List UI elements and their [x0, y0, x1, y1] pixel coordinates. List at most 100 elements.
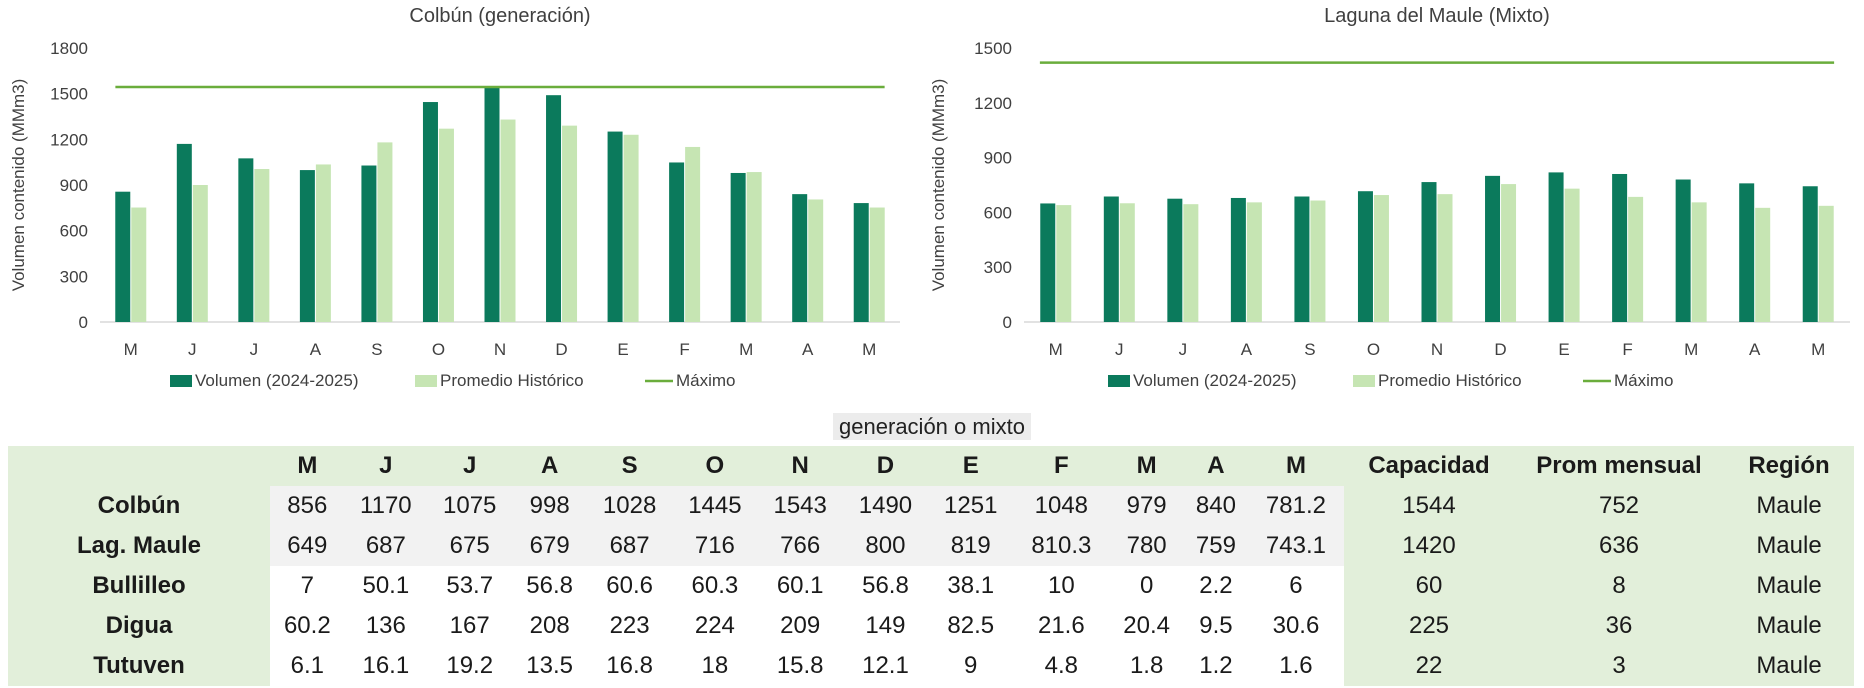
month-value: 7: [270, 566, 345, 606]
month-value: 1.8: [1109, 646, 1184, 686]
month-value: 1251: [928, 486, 1014, 526]
table-body: Colbún 856 1170 1075 998 1028 1445 1543 1490 1251…: [8, 486, 1854, 686]
bar-promedio: [438, 128, 454, 322]
y-tick-label: 600: [60, 222, 88, 241]
month-value: 10: [1013, 566, 1110, 606]
bar-promedio: [685, 146, 701, 322]
x-tick-label: D: [1494, 340, 1506, 359]
bar-promedio: [1246, 202, 1262, 322]
month-header: S: [586, 446, 673, 486]
x-tick-label: A: [1749, 340, 1761, 359]
data-table: M J J A S O N D E F M A M Capacidad Prom mensual Región…: [8, 446, 1854, 686]
month-header: E: [928, 446, 1014, 486]
month-value: 209: [757, 606, 843, 646]
bar-volumen: [484, 87, 500, 322]
bar-volumen: [1548, 172, 1564, 322]
bar-promedio: [1119, 203, 1135, 322]
month-header: J: [344, 446, 428, 486]
month-value: 856: [270, 486, 345, 526]
month-value: 20.4: [1109, 606, 1184, 646]
x-tick-label: A: [1241, 340, 1253, 359]
month-value: 1543: [757, 486, 843, 526]
bar-promedio: [1628, 196, 1644, 322]
chart-colbun-svg: Colbún (generación) 0 300 600 900 1200 1500 180…: [9, 5, 900, 390]
month-value: 9: [928, 646, 1014, 686]
y-tick-label: 1200: [974, 94, 1012, 113]
capacidad-value: 60: [1344, 566, 1514, 606]
month-value: 6: [1247, 566, 1344, 606]
bar-promedio: [1691, 202, 1707, 322]
x-tick-label: A: [802, 340, 814, 359]
month-value: 1445: [672, 486, 758, 526]
month-header: A: [1183, 446, 1248, 486]
month-value: 1028: [586, 486, 673, 526]
bar-volumen: [1421, 182, 1437, 322]
legend-swatch-volumen: [170, 375, 192, 387]
x-tick-label: S: [1304, 340, 1315, 359]
bar-volumen: [1485, 175, 1501, 322]
y-axis-label: Volumen contenido (MMm3): [929, 79, 948, 292]
bar-volumen: [1040, 203, 1056, 322]
month-value: 780: [1109, 526, 1184, 566]
month-value: 819: [928, 526, 1014, 566]
y-tick-label: 1500: [974, 39, 1012, 58]
bar-volumen: [853, 203, 869, 322]
x-tick-label: F: [1622, 340, 1632, 359]
bar-promedio: [623, 134, 639, 322]
bar-promedio: [192, 185, 208, 322]
month-value: 60.3: [672, 566, 758, 606]
y-axis-label: Volumen contenido (MMm3): [9, 79, 28, 292]
x-tick-label: E: [617, 340, 628, 359]
month-value: 60.1: [757, 566, 843, 606]
region-value: Maule: [1724, 646, 1854, 686]
month-value: 60.2: [270, 606, 345, 646]
x-tick-label: J: [188, 340, 197, 359]
month-value: 1.2: [1183, 646, 1248, 686]
legend-label-promedio: Promedio Histórico: [440, 371, 584, 390]
prom-mensual-value: 752: [1514, 486, 1724, 526]
x-tick-label: D: [555, 340, 567, 359]
month-header: M: [1247, 446, 1344, 486]
bar-volumen: [1739, 183, 1755, 322]
prom-mensual-value: 636: [1514, 526, 1724, 566]
region-value: Maule: [1724, 526, 1854, 566]
y-tick-label: 900: [60, 176, 88, 195]
y-tick-label: 900: [984, 149, 1012, 168]
capacidad-header: Capacidad: [1344, 446, 1514, 486]
bar-volumen: [238, 158, 254, 322]
bar-promedio: [808, 199, 824, 322]
section-label-wrap: generación o mixto: [0, 413, 1864, 440]
month-value: 810.3: [1013, 526, 1110, 566]
bar-volumen: [176, 143, 192, 322]
prom-mensual-header: Prom mensual: [1514, 446, 1724, 486]
month-value: 224: [672, 606, 758, 646]
legend-label-volumen: Volumen (2024-2025): [1133, 371, 1297, 390]
month-value: 12.1: [842, 646, 929, 686]
bar-volumen: [115, 191, 131, 322]
bar-promedio: [1501, 184, 1517, 322]
month-header: N: [757, 446, 843, 486]
bar-volumen: [422, 102, 438, 323]
bar-volumen: [1675, 179, 1691, 322]
month-value: 21.6: [1013, 606, 1110, 646]
bar-promedio: [1564, 188, 1580, 322]
y-tick-label: 0: [1003, 313, 1012, 332]
bar-promedio: [315, 164, 331, 322]
chart-colbun: Colbún (generación) 0 300 600 900 1200 1500 180…: [0, 0, 920, 410]
row-name: Colbún: [8, 486, 270, 526]
x-tick-label: O: [432, 340, 445, 359]
x-tick-label: N: [494, 340, 506, 359]
month-value: 687: [344, 526, 428, 566]
row-name: Tutuven: [8, 646, 270, 686]
month-value: 19.2: [427, 646, 513, 686]
bar-volumen: [792, 194, 808, 322]
region-value: Maule: [1724, 606, 1854, 646]
bar-promedio: [377, 142, 393, 322]
month-value: 136: [344, 606, 428, 646]
month-value: 16.1: [344, 646, 428, 686]
x-tick-label: E: [1558, 340, 1569, 359]
x-tick-label: M: [739, 340, 753, 359]
month-value: 800: [842, 526, 929, 566]
bar-promedio: [1310, 200, 1326, 322]
month-value: 716: [672, 526, 758, 566]
